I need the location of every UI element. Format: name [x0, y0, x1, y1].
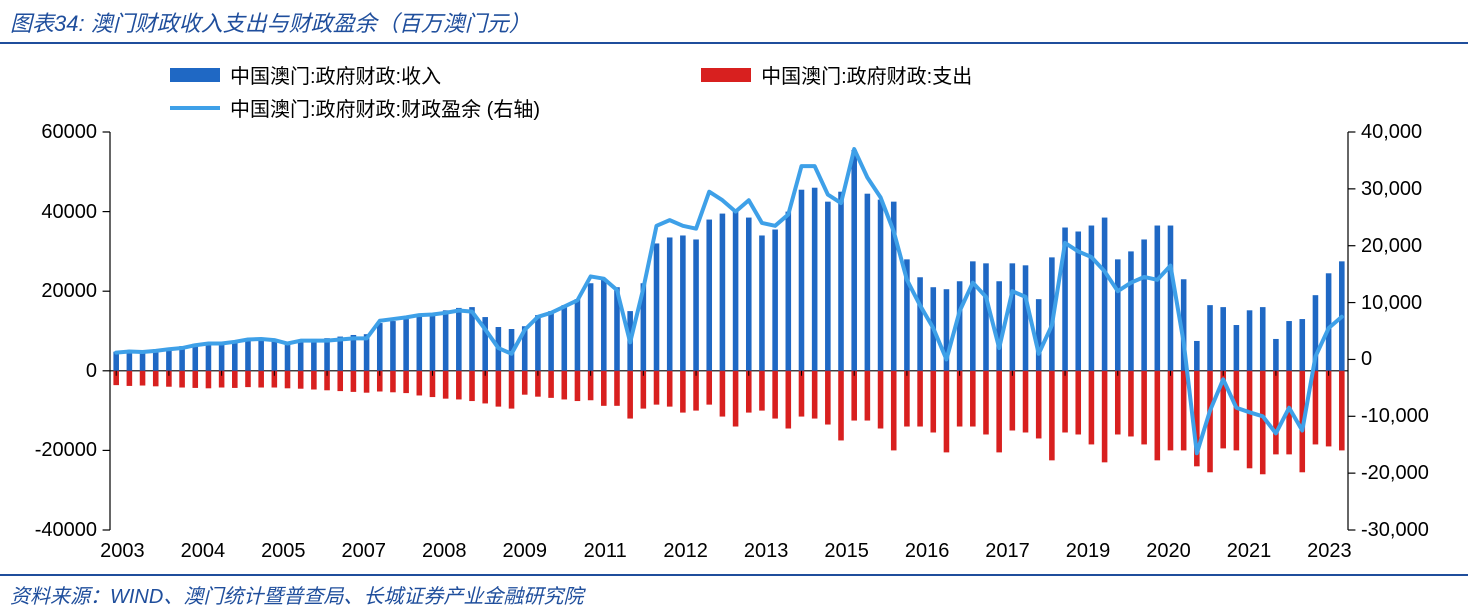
x-tick: 2009	[502, 540, 547, 563]
y-right-tick: 20,000	[1361, 236, 1422, 256]
x-tick: 2016	[905, 540, 950, 563]
y-right-tick: -30,000	[1361, 520, 1429, 540]
x-tick: 2023	[1307, 540, 1352, 563]
x-tick: 2019	[1066, 540, 1111, 563]
y-right-tick: -10,000	[1361, 406, 1429, 426]
x-axis: 2003200420052007200820092011201220132015…	[110, 534, 1348, 574]
source-row: 资料来源：WIND、澳门统计暨普查局、长城证券产业金融研究院	[0, 574, 1468, 615]
x-tick: 2003	[100, 540, 145, 563]
x-tick: 2012	[663, 540, 708, 563]
x-tick: 2021	[1227, 540, 1272, 563]
source-text: WIND、澳门统计暨普查局、长城证券产业金融研究院	[110, 586, 583, 608]
legend-item-expense: 中国澳门:政府财政:支出	[701, 60, 972, 89]
legend-label-surplus: 中国澳门:政府财政:财政盈余 (右轴)	[230, 93, 540, 122]
legend-item-income: 中国澳门:政府财政:收入	[170, 60, 441, 89]
y-left-tick: 60000	[41, 122, 97, 142]
x-tick: 2007	[342, 540, 387, 563]
legend-swatch-surplus	[170, 106, 220, 110]
y-right-tick: 10,000	[1361, 293, 1422, 313]
x-tick: 2017	[985, 540, 1030, 563]
x-tick: 2013	[744, 540, 789, 563]
x-tick: 2004	[181, 540, 226, 563]
chart-title: 图表34: 澳门财政收入支出与财政盈余（百万澳门元）	[0, 0, 1468, 44]
legend-swatch-expense	[701, 68, 751, 82]
source-label: 资料来源：	[10, 586, 110, 608]
plot-area	[110, 132, 1348, 530]
y-right-tick: 30,000	[1361, 179, 1422, 199]
chart-area: 中国澳门:政府财政:收入 中国澳门:政府财政:支出 中国澳门:政府财政:财政盈余…	[10, 54, 1458, 574]
x-tick: 2008	[422, 540, 467, 563]
y-left-tick: 20000	[41, 281, 97, 301]
y-right-tick: 40,000	[1361, 122, 1422, 142]
y-right-tick: 0	[1361, 349, 1372, 369]
legend-label-expense: 中国澳门:政府财政:支出	[761, 60, 972, 89]
y-left-tick: 0	[86, 361, 97, 381]
legend-item-surplus: 中国澳门:政府财政:财政盈余 (右轴)	[170, 93, 1318, 122]
y-axis-left: -40000-200000200004000060000	[10, 132, 105, 530]
x-tick: 2005	[261, 540, 306, 563]
legend-swatch-income	[170, 68, 220, 82]
y-left-tick: -20000	[35, 440, 97, 460]
title-text: 澳门财政收入支出与财政盈余（百万澳门元）	[85, 11, 531, 36]
y-right-tick: -20,000	[1361, 463, 1429, 483]
legend-label-income: 中国澳门:政府财政:收入	[230, 60, 441, 89]
y-left-tick: -40000	[35, 520, 97, 540]
y-axis-right: -30,000-20,000-10,000010,00020,00030,000…	[1353, 132, 1458, 530]
x-tick: 2011	[584, 540, 627, 563]
title-prefix: 图表34:	[10, 11, 85, 36]
x-tick: 2020	[1146, 540, 1191, 563]
plot-svg	[110, 132, 1348, 530]
y-left-tick: 40000	[41, 202, 97, 222]
x-tick: 2015	[824, 540, 869, 563]
legend: 中国澳门:政府财政:收入 中国澳门:政府财政:支出 中国澳门:政府财政:财政盈余…	[170, 60, 1378, 126]
